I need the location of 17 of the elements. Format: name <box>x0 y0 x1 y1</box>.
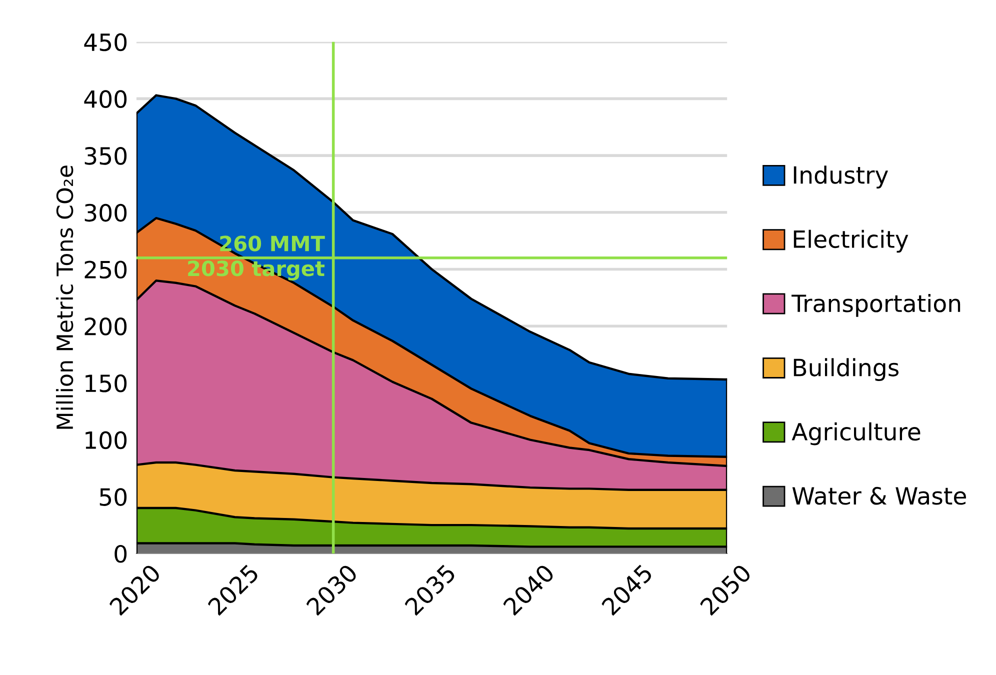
y-tick-label: 150 <box>86 374 127 392</box>
legend-label: Electricity <box>794 230 908 253</box>
legend-label: Buildings <box>794 358 899 382</box>
y-tick-label: 350 <box>84 146 127 165</box>
y-tick-label: 450 <box>84 33 127 52</box>
y-tick-label: 300 <box>84 204 127 222</box>
y-tick-label: 200 <box>84 318 127 336</box>
y-tick-label: 0 <box>114 544 127 563</box>
legend-label: Industry <box>794 166 888 188</box>
y-axis-title: Million Metric Tons CO₂e <box>56 166 74 429</box>
y-tick-label: 100 <box>86 431 127 450</box>
legend-label: Water & Waste <box>792 486 966 505</box>
legend-label: Agriculture <box>792 422 920 446</box>
legend-label: Transportation <box>792 294 960 317</box>
y-tick-label: 250 <box>84 260 127 279</box>
y-tick-label: 400 <box>84 90 127 108</box>
y-tick-label: 50 <box>100 488 127 506</box>
